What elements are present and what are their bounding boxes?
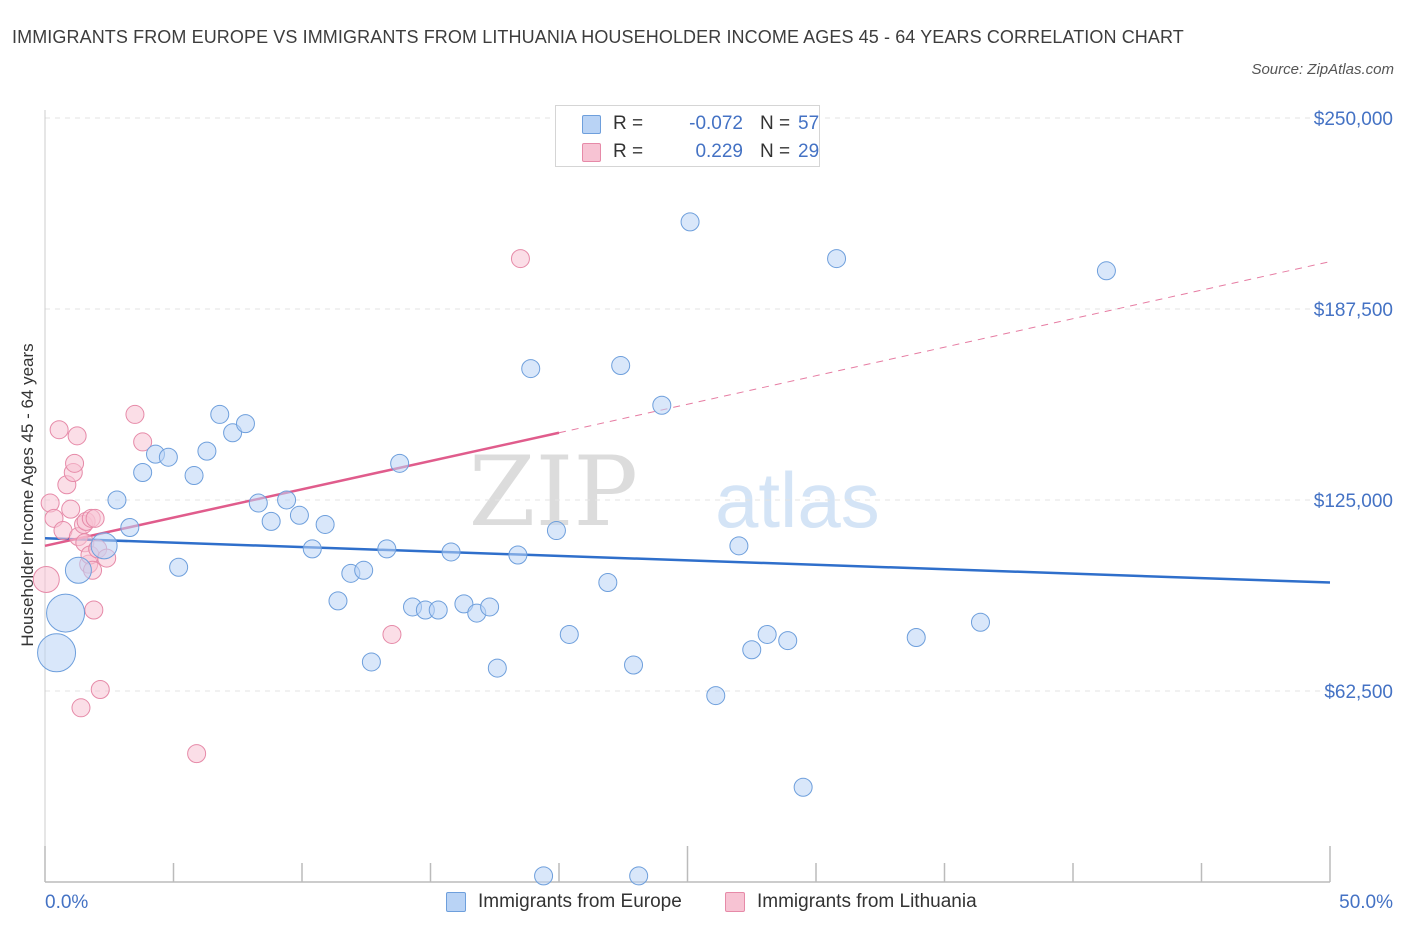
lithuania-legend-label: Immigrants from Lithuania <box>757 891 977 912</box>
europe-point <box>169 557 189 577</box>
europe-point <box>534 866 554 886</box>
series-legend: Immigrants from Europe Immigrants from L… <box>0 890 1406 916</box>
lithuania-trend-extension <box>558 261 1331 434</box>
europe-point <box>302 539 322 559</box>
n-value-europe: 57 <box>798 113 820 134</box>
europe-point <box>158 447 178 467</box>
n-label: N = <box>760 141 791 162</box>
lithuania-point <box>32 565 60 593</box>
europe-point <box>454 594 474 614</box>
europe-point <box>624 655 644 675</box>
europe-point <box>223 423 243 443</box>
y-tick-labels: $62,500 $125,000 $187,500 $250,000 <box>1314 109 1393 703</box>
lithuania-point <box>90 679 110 699</box>
europe-point <box>559 624 579 644</box>
europe-legend-swatch <box>446 892 466 912</box>
europe-point <box>706 686 726 706</box>
europe-point <box>652 395 672 415</box>
europe-trend-line <box>44 536 1331 584</box>
r-label: R = <box>613 113 644 134</box>
europe-point <box>742 640 762 660</box>
europe-point <box>235 414 255 434</box>
europe-point <box>277 490 297 510</box>
y-tick-label: $250,000 <box>1314 109 1393 130</box>
r-label: R = <box>613 141 644 162</box>
europe-point <box>906 628 926 648</box>
europe-point <box>1096 261 1116 281</box>
lithuania-point <box>71 698 91 718</box>
europe-swatch <box>582 115 601 134</box>
lithuania-point <box>125 404 145 424</box>
europe-point <box>827 249 847 269</box>
lithuania-point <box>65 453 85 473</box>
watermark: ZIP atlas <box>469 436 880 548</box>
lithuania-point <box>510 249 530 269</box>
europe-point <box>315 514 335 534</box>
y-tick-label: $62,500 <box>1324 682 1393 703</box>
chart-title: IMMIGRANTS FROM EUROPE VS IMMIGRANTS FRO… <box>12 27 1184 47</box>
n-label: N = <box>760 113 791 134</box>
europe-point <box>508 545 528 565</box>
europe-point <box>428 600 448 620</box>
europe-point <box>197 441 217 461</box>
europe-point <box>37 633 77 673</box>
europe-point <box>629 866 649 886</box>
lithuania-point <box>382 624 402 644</box>
europe-point <box>757 624 777 644</box>
lithuania-point <box>49 420 69 440</box>
n-value-lithuania: 29 <box>798 141 820 162</box>
europe-point <box>480 597 500 617</box>
europe-point <box>184 466 204 486</box>
europe-legend-label: Immigrants from Europe <box>478 891 682 912</box>
lithuania-point <box>61 499 81 519</box>
europe-point <box>248 493 268 513</box>
lithuania-point <box>187 744 207 764</box>
lithuania-swatch <box>582 143 601 162</box>
europe-point <box>210 404 230 424</box>
europe-point <box>328 591 348 611</box>
europe-point <box>793 777 813 797</box>
europe-point <box>598 573 618 593</box>
europe-point <box>778 631 798 651</box>
europe-point <box>46 593 86 633</box>
lithuania-point <box>67 426 87 446</box>
europe-point <box>107 490 127 510</box>
lithuania-point <box>85 508 105 528</box>
europe-point <box>64 556 92 584</box>
europe-point <box>487 658 507 678</box>
europe-point <box>390 453 410 473</box>
source-credit: Source: ZipAtlas.com <box>1251 61 1394 78</box>
lithuania-point <box>133 432 153 452</box>
y-tick-label: $125,000 <box>1314 491 1393 512</box>
y-tick-label: $187,500 <box>1314 300 1393 321</box>
europe-point <box>90 532 118 560</box>
europe-point <box>261 511 281 531</box>
europe-point <box>354 560 374 580</box>
r-value-europe: -0.072 <box>689 113 743 134</box>
europe-point <box>521 359 541 379</box>
x-tick-label-max: 50.0% <box>1339 892 1393 913</box>
r-value-lithuania: 0.229 <box>695 141 743 162</box>
europe-point <box>970 612 990 632</box>
europe-point <box>611 356 631 376</box>
europe-point <box>546 521 566 541</box>
europe-point <box>377 539 397 559</box>
europe-point <box>729 536 749 556</box>
europe-points <box>37 212 1116 886</box>
europe-point <box>289 505 309 525</box>
europe-point <box>441 542 461 562</box>
europe-point <box>133 462 153 482</box>
lithuania-legend-swatch <box>725 892 745 912</box>
x-tick-label-min: 0.0% <box>45 892 88 913</box>
europe-point <box>361 652 381 672</box>
lithuania-point <box>84 600 104 620</box>
correlation-legend: R = -0.072 N = 57 R = 0.229 N = 29 <box>555 105 820 167</box>
x-tick-labels: 0.0% 50.0% <box>45 892 1393 913</box>
europe-point <box>120 518 140 538</box>
europe-point <box>680 212 700 232</box>
